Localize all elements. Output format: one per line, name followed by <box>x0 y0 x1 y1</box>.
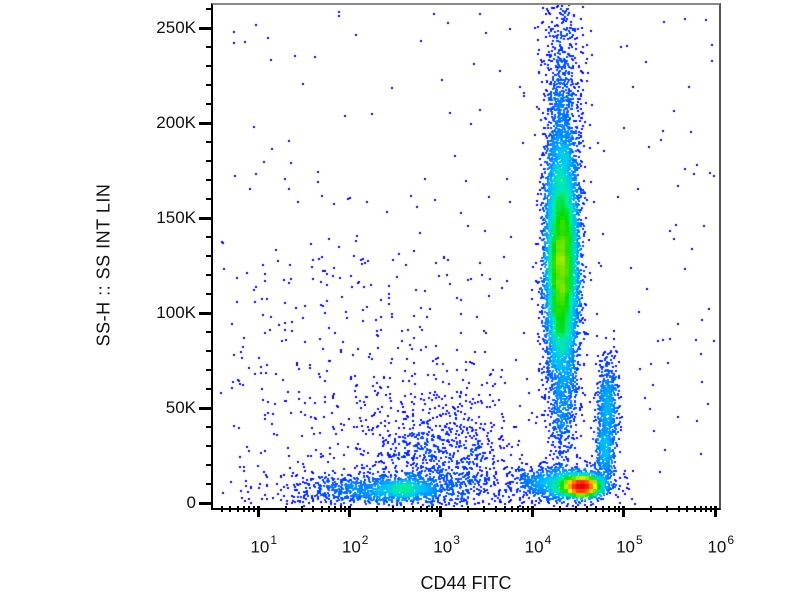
y-minor-tick <box>206 46 213 48</box>
y-minor-tick <box>206 274 213 276</box>
y-minor-tick <box>206 445 213 447</box>
x-minor-tick <box>608 506 611 512</box>
density-scatter-canvas <box>213 5 719 507</box>
y-minor-tick <box>206 483 213 485</box>
x-minor-tick <box>435 506 438 512</box>
x-axis-title: CD44 FITC <box>420 573 512 593</box>
x-minor-tick <box>613 506 616 512</box>
x-minor-tick <box>494 506 497 512</box>
x-minor-tick <box>558 506 561 512</box>
y-tick-label: 100K <box>156 303 196 322</box>
x-minor-tick <box>412 506 415 512</box>
x-tick-label: 101 <box>250 533 278 557</box>
y-minor-tick <box>206 369 213 371</box>
y-minor-tick <box>206 236 213 238</box>
x-major-tick <box>347 506 351 517</box>
x-minor-tick <box>686 506 689 512</box>
x-minor-tick <box>517 506 520 512</box>
y-minor-tick <box>206 141 213 143</box>
x-minor-tick <box>392 506 394 512</box>
x-minor-tick <box>705 506 708 512</box>
x-major-tick <box>530 506 534 517</box>
x-major-tick <box>439 506 443 517</box>
y-minor-tick <box>206 8 213 10</box>
y-major-tick <box>199 406 213 410</box>
x-minor-tick <box>284 506 287 512</box>
x-minor-tick <box>693 506 696 512</box>
x-tick-label: 106 <box>707 533 735 557</box>
x-tick-label: 102 <box>341 533 369 557</box>
y-major-tick <box>199 311 213 315</box>
x-minor-tick <box>602 506 605 512</box>
x-minor-tick <box>618 506 621 512</box>
x-minor-tick <box>522 506 525 512</box>
x-minor-tick <box>419 506 422 512</box>
x-minor-tick <box>334 506 337 512</box>
y-tick-label: 250K <box>156 18 196 37</box>
y-minor-tick <box>206 103 213 105</box>
x-minor-tick <box>344 506 347 512</box>
x-minor-tick <box>677 506 680 512</box>
x-minor-tick <box>242 506 245 512</box>
y-minor-tick <box>206 160 213 162</box>
x-minor-tick <box>483 506 486 512</box>
x-minor-tick <box>403 506 406 512</box>
x-minor-tick <box>220 506 223 512</box>
x-tick-label: 103 <box>433 533 460 557</box>
x-minor-tick <box>595 506 598 512</box>
x-tick-label: 105 <box>616 533 643 557</box>
y-minor-tick <box>206 65 213 67</box>
y-minor-tick <box>206 293 213 295</box>
x-minor-tick <box>312 506 315 512</box>
x-minor-tick <box>328 506 331 512</box>
x-minor-tick <box>248 506 251 512</box>
x-major-tick <box>622 506 626 517</box>
x-minor-tick <box>320 506 323 512</box>
y-tick-label: 0 <box>186 493 196 512</box>
y-tick-label: 50K <box>165 398 196 417</box>
x-minor-tick <box>527 506 530 512</box>
y-tick-label: 200K <box>156 113 196 132</box>
y-minor-tick <box>206 198 213 200</box>
x-minor-tick <box>574 506 577 512</box>
x-minor-tick <box>339 506 342 512</box>
x-minor-tick <box>503 506 506 512</box>
y-major-tick <box>199 216 213 220</box>
y-major-tick <box>199 26 213 30</box>
y-minor-tick <box>206 464 213 466</box>
x-minor-tick <box>252 506 255 512</box>
x-minor-tick <box>300 506 303 512</box>
x-major-tick <box>713 506 717 517</box>
y-major-tick <box>199 121 213 125</box>
x-minor-tick <box>586 506 589 512</box>
y-minor-tick <box>206 179 213 181</box>
y-minor-tick <box>206 84 213 86</box>
x-minor-tick <box>229 506 232 512</box>
y-axis-title: SS-H :: SS INT LIN <box>93 183 114 347</box>
y-tick-label: 150K <box>156 208 196 227</box>
x-major-tick <box>256 506 260 517</box>
plot-area <box>211 3 721 510</box>
x-minor-tick <box>709 506 712 512</box>
x-minor-tick <box>699 506 702 512</box>
y-minor-tick <box>206 255 213 257</box>
x-minor-tick <box>236 506 239 512</box>
x-minor-tick <box>425 506 428 512</box>
y-major-tick <box>199 501 213 505</box>
y-minor-tick <box>206 426 213 428</box>
x-minor-tick <box>467 506 470 512</box>
x-minor-tick <box>510 506 513 512</box>
x-minor-tick <box>650 506 653 512</box>
x-minor-tick <box>375 506 378 512</box>
y-minor-tick <box>206 350 213 352</box>
y-minor-tick <box>206 331 213 333</box>
x-tick-label: 104 <box>524 533 552 557</box>
x-minor-tick <box>666 506 669 512</box>
x-minor-tick <box>430 506 433 512</box>
y-minor-tick <box>206 388 213 390</box>
